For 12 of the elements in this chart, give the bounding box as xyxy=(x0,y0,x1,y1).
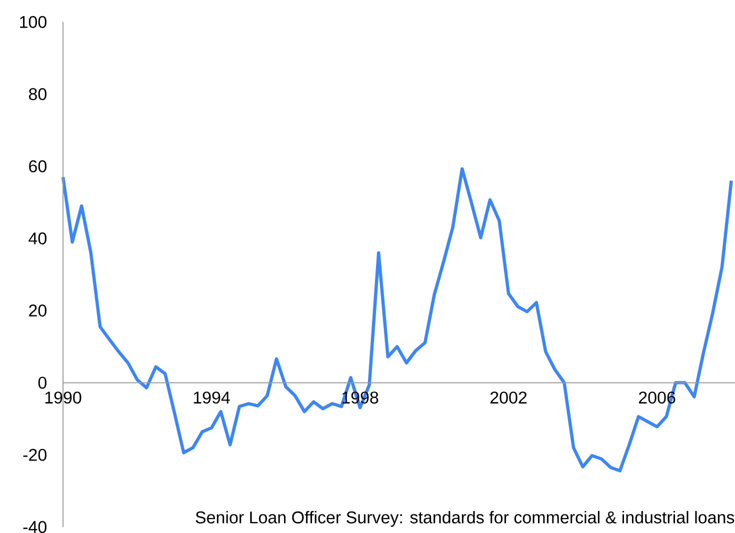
x-tick-label: 1994 xyxy=(194,392,230,404)
y-tick-label: 40 xyxy=(28,232,46,244)
y-tick-label: -40 xyxy=(23,520,46,533)
y-tick-label: 20 xyxy=(29,304,46,317)
y-tick-label: 80 xyxy=(28,88,46,100)
y-tick-label: 100 xyxy=(20,16,46,28)
x-tick-label: 1990 xyxy=(45,392,82,404)
y-tick-label: 0 xyxy=(38,376,46,389)
y-tick-label: 60 xyxy=(29,160,46,172)
x-tick-label: 2002 xyxy=(490,392,527,404)
y-tick-label: -20 xyxy=(23,448,46,461)
annotation: Senior Loan Officer Survey: standards for commercial & industrial loans xyxy=(196,510,734,527)
